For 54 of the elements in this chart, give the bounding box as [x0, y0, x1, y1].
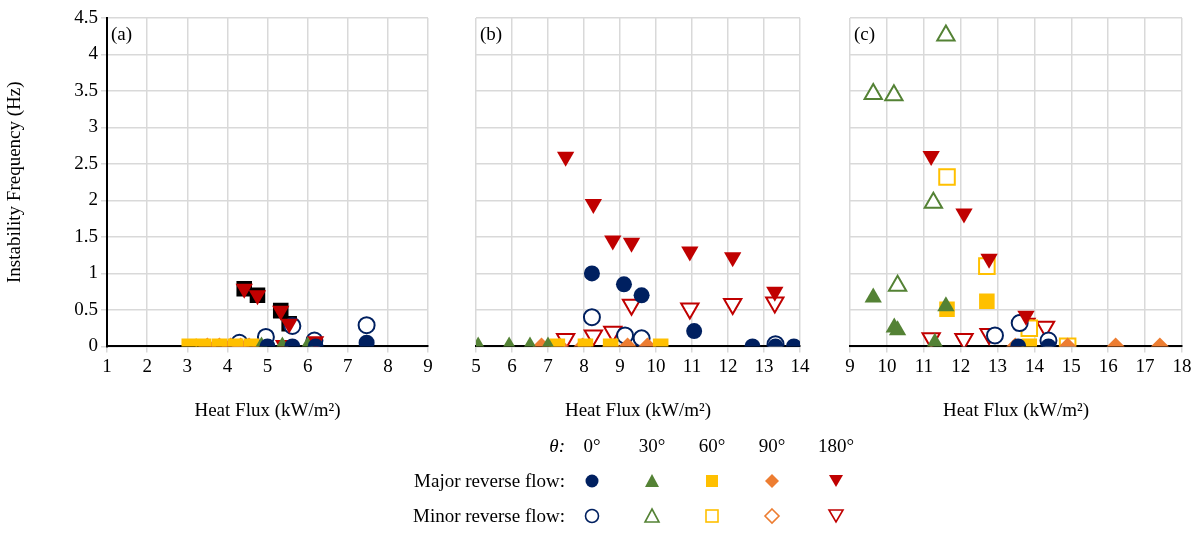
- x-tick-label: 13: [988, 354, 1008, 376]
- x-tick-label: 14: [790, 354, 810, 376]
- x-tick-label: 10: [646, 354, 666, 376]
- y-tick-label: 0.5: [74, 297, 98, 319]
- x-tick-label: 2: [142, 354, 152, 376]
- x-tick-label: 6: [507, 354, 517, 376]
- y-tick-label: 2.5: [74, 151, 98, 173]
- x-tick-label: 4: [222, 354, 233, 376]
- text: 60°: [697, 434, 727, 458]
- x-axis-title: Heat Flux (kW/m²): [194, 398, 341, 421]
- x-tick-label: 5: [471, 354, 481, 376]
- y-tick-label: 2: [88, 188, 98, 210]
- x-tick-label: 14: [1024, 354, 1045, 376]
- y-tick-label: 1: [88, 261, 98, 283]
- x-tick-label: 18: [1172, 354, 1192, 376]
- x-tick-label: 8: [579, 354, 589, 376]
- x-tick-label: 7: [543, 354, 553, 376]
- x-tick-label: 13: [754, 354, 774, 376]
- text: 30°: [637, 434, 667, 458]
- x-axis-title: Heat Flux (kW/m²): [942, 398, 1090, 421]
- y-tick-label: 1.5: [74, 224, 98, 246]
- x-tick-label: 9: [845, 354, 855, 376]
- x-tick-label: 17: [1135, 354, 1155, 376]
- x-tick-label: 15: [1061, 354, 1081, 376]
- x-tick-label: 8: [383, 354, 393, 376]
- x-tick-label: 5: [262, 354, 273, 376]
- x-tick-label: 7: [343, 354, 353, 376]
- x-tick-label: 11: [682, 354, 702, 376]
- text: 90°: [757, 434, 787, 458]
- x-tick-label: 6: [302, 354, 313, 376]
- y-tick-label: 3: [88, 115, 98, 137]
- text: 0°: [583, 435, 601, 456]
- x-tick-label: 16: [1098, 354, 1118, 376]
- x-tick-label: 3: [182, 354, 192, 376]
- x-axis-title: Heat Flux (kW/m²): [564, 398, 712, 421]
- y-tick-label: 0: [88, 334, 98, 356]
- chart-title: (b): [480, 23, 503, 46]
- text: Major reverse flow:: [413, 469, 565, 493]
- x-tick-label: 1: [102, 354, 112, 376]
- x-tick-label: 12: [718, 354, 738, 376]
- y-axis-title: Instability Frequency (Hz): [3, 81, 26, 283]
- text: Minor reverse flow:: [412, 504, 565, 528]
- x-tick-label: 10: [877, 354, 897, 376]
- chart-title: (c): [854, 23, 876, 46]
- x-tick-label: 12: [951, 354, 971, 376]
- x-tick-label: 11: [914, 354, 933, 376]
- legend-title: θ:: [548, 434, 565, 458]
- y-tick-label: 4: [88, 42, 99, 64]
- x-tick-label: 9: [423, 354, 433, 376]
- text: 180°: [816, 434, 856, 458]
- y-tick-label: 3.5: [74, 78, 98, 100]
- chart-title: (a): [111, 23, 133, 46]
- x-tick-label: 9: [615, 354, 625, 376]
- y-tick-label: 4.5: [74, 5, 98, 27]
